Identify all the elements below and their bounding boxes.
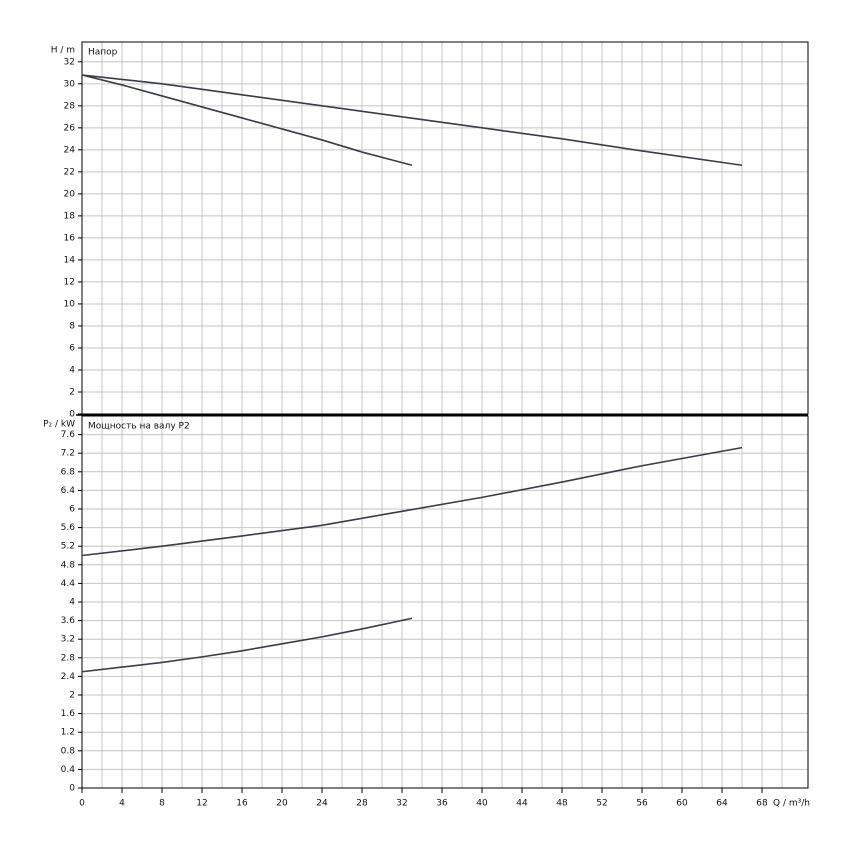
y-tick-label: 20 bbox=[64, 189, 76, 199]
y-tick-label: 18 bbox=[64, 211, 76, 221]
x-tick-label: 8 bbox=[159, 799, 165, 809]
x-tick-label: 24 bbox=[316, 799, 328, 809]
y-tick-label: 6.4 bbox=[61, 486, 76, 496]
y-tick-label: 2.4 bbox=[61, 672, 76, 682]
y-tick-label: 14 bbox=[64, 255, 76, 265]
x-tick-label: 68 bbox=[756, 799, 768, 809]
x-tick-label: 56 bbox=[636, 799, 648, 809]
x-tick-label: 52 bbox=[596, 799, 607, 809]
x-tick-label: 4 bbox=[119, 799, 125, 809]
y-tick-label: 4 bbox=[69, 598, 75, 608]
y-axis-label: P₂ / kW bbox=[43, 420, 75, 430]
panel-title: Напор bbox=[88, 48, 118, 58]
y-tick-label: 6 bbox=[69, 505, 75, 515]
y-tick-label: 1.6 bbox=[61, 709, 76, 719]
curve bbox=[81, 446, 743, 557]
x-tick-label: 12 bbox=[196, 799, 207, 809]
y-tick-label: 12 bbox=[64, 277, 75, 287]
y-tick-label: 7.2 bbox=[61, 449, 75, 459]
curve bbox=[81, 617, 413, 673]
y-tick-label: 28 bbox=[64, 101, 76, 111]
y-tick-label: 4.8 bbox=[61, 560, 76, 570]
x-tick-label: 0 bbox=[79, 799, 85, 809]
y-tick-label: 3.6 bbox=[61, 616, 76, 626]
y-tick-label: 2.8 bbox=[61, 653, 76, 663]
y-tick-label: 5.6 bbox=[61, 523, 76, 533]
x-tick-label: 60 bbox=[676, 799, 688, 809]
x-tick-label: 32 bbox=[396, 799, 407, 809]
x-axis-label: Q / m³/h bbox=[773, 799, 810, 809]
y-tick-label: 0 bbox=[69, 784, 75, 794]
x-tick-label: 36 bbox=[436, 799, 448, 809]
x-tick-label: 40 bbox=[476, 799, 488, 809]
x-tick-label: 28 bbox=[356, 799, 368, 809]
y-tick-label: 8 bbox=[69, 321, 75, 331]
y-tick-label: 30 bbox=[64, 79, 76, 89]
y-tick-label: 3.2 bbox=[61, 635, 75, 645]
curve bbox=[81, 74, 413, 167]
y-tick-label: 6.8 bbox=[61, 467, 76, 477]
x-tick-label: 64 bbox=[716, 799, 728, 809]
x-tick-label: 20 bbox=[276, 799, 288, 809]
y-tick-label: 5.2 bbox=[61, 542, 75, 552]
y-tick-label: 16 bbox=[64, 233, 76, 243]
y-tick-label: 6 bbox=[69, 343, 75, 353]
x-tick-label: 48 bbox=[556, 799, 568, 809]
y-tick-label: 10 bbox=[64, 299, 76, 309]
y-tick-label: 1.2 bbox=[61, 728, 75, 738]
y-tick-label: 22 bbox=[64, 167, 75, 177]
y-tick-label: 4.4 bbox=[61, 579, 76, 589]
y-tick-label: 4 bbox=[69, 365, 75, 375]
x-tick-label: 16 bbox=[236, 799, 248, 809]
y-tick-label: 0.8 bbox=[61, 746, 76, 756]
y-tick-label: 26 bbox=[64, 123, 76, 133]
panel-title: Мощность на валу P2 bbox=[88, 422, 190, 432]
curve bbox=[81, 74, 743, 167]
y-axis-label: H / m bbox=[51, 46, 75, 56]
y-tick-label: 2 bbox=[69, 387, 75, 397]
x-tick-label: 44 bbox=[516, 799, 528, 809]
y-tick-label: 0.4 bbox=[61, 765, 76, 775]
plot-frame bbox=[81, 41, 809, 415]
y-tick-label: 7.6 bbox=[61, 430, 76, 440]
plot-frame bbox=[81, 415, 809, 789]
y-tick-label: 2 bbox=[69, 691, 75, 701]
y-tick-label: 24 bbox=[64, 145, 76, 155]
y-tick-label: 0 bbox=[69, 410, 75, 420]
y-tick-label: 32 bbox=[64, 57, 75, 67]
